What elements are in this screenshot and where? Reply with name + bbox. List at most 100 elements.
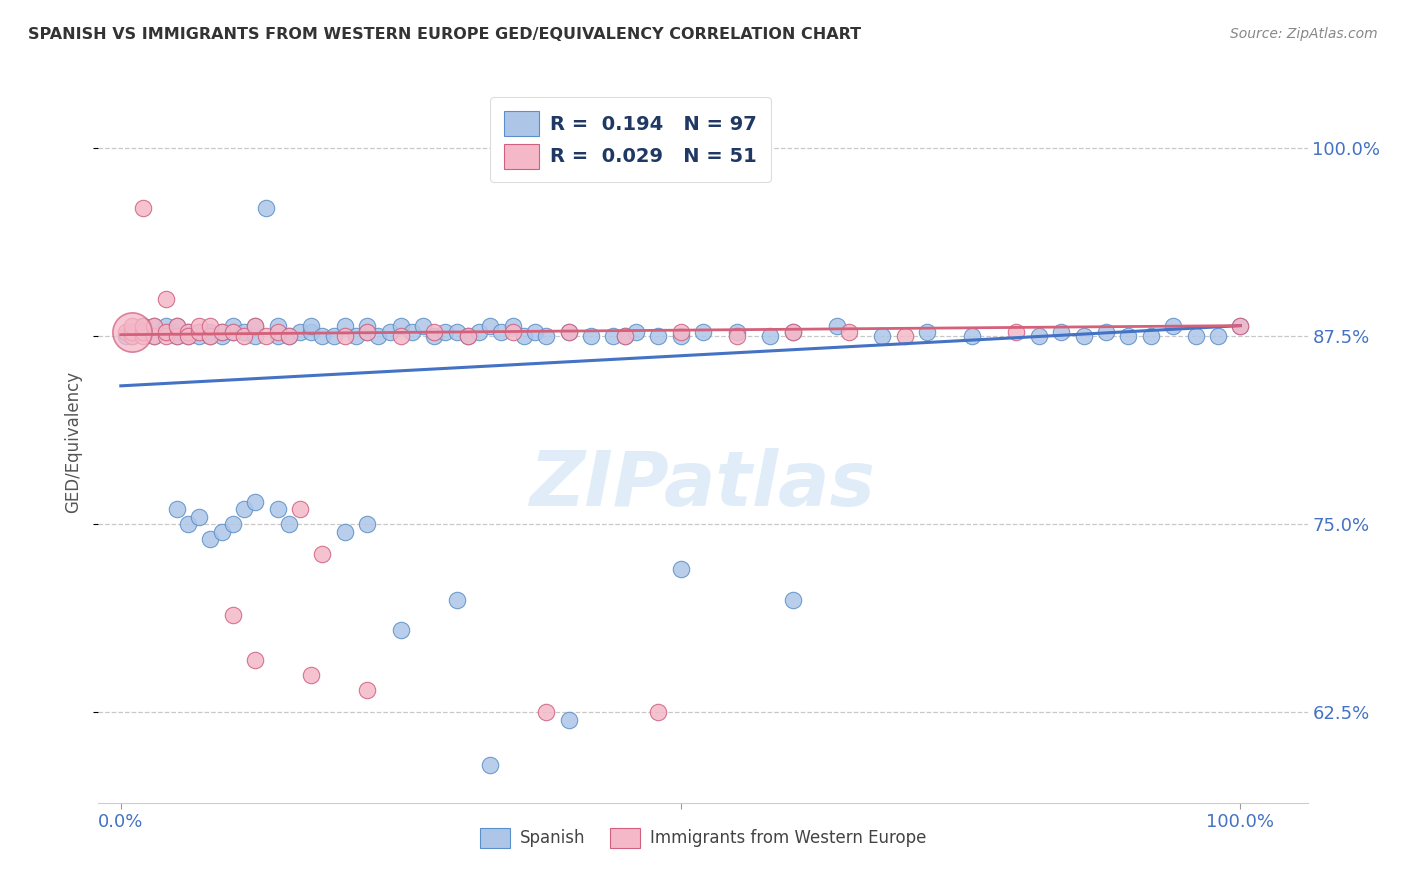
Point	[155, 329, 177, 343]
Point	[211, 329, 233, 343]
Point	[177, 329, 200, 343]
Point	[166, 329, 188, 343]
Point	[782, 592, 804, 607]
Point	[288, 325, 311, 339]
Point	[1184, 329, 1206, 343]
Point	[243, 318, 266, 333]
Point	[725, 325, 748, 339]
Point	[624, 325, 647, 339]
Point	[1229, 318, 1251, 333]
Point	[143, 318, 166, 333]
Point	[457, 329, 479, 343]
Point	[132, 318, 155, 333]
Point	[143, 329, 166, 343]
Point	[1095, 325, 1118, 339]
Point	[299, 325, 322, 339]
Point	[155, 325, 177, 339]
Point	[1140, 329, 1163, 343]
Point	[389, 623, 412, 637]
Point	[132, 329, 155, 343]
Point	[299, 318, 322, 333]
Point	[457, 329, 479, 343]
Point	[960, 329, 983, 343]
Point	[356, 325, 378, 339]
Y-axis label: GED/Equivalency: GED/Equivalency	[65, 370, 83, 513]
Point	[870, 329, 893, 343]
Point	[143, 318, 166, 333]
Point	[143, 329, 166, 343]
Point	[782, 325, 804, 339]
Point	[177, 329, 200, 343]
Point	[322, 329, 344, 343]
Legend: Spanish, Immigrants from Western Europe: Spanish, Immigrants from Western Europe	[471, 820, 935, 856]
Text: ZIPatlas: ZIPatlas	[530, 448, 876, 522]
Point	[222, 318, 245, 333]
Point	[669, 562, 692, 576]
Point	[132, 325, 155, 339]
Point	[1073, 329, 1095, 343]
Point	[502, 325, 524, 339]
Point	[166, 325, 188, 339]
Point	[647, 329, 669, 343]
Point	[647, 706, 669, 720]
Point	[222, 607, 245, 622]
Text: SPANISH VS IMMIGRANTS FROM WESTERN EUROPE GED/EQUIVALENCY CORRELATION CHART: SPANISH VS IMMIGRANTS FROM WESTERN EUROP…	[28, 27, 862, 42]
Point	[669, 325, 692, 339]
Point	[893, 329, 915, 343]
Point	[115, 329, 138, 343]
Point	[915, 325, 938, 339]
Point	[446, 592, 468, 607]
Point	[311, 329, 333, 343]
Point	[177, 325, 200, 339]
Point	[613, 329, 636, 343]
Point	[491, 325, 513, 339]
Point	[513, 329, 536, 343]
Point	[266, 318, 288, 333]
Point	[177, 517, 200, 532]
Point	[166, 318, 188, 333]
Point	[132, 318, 155, 333]
Point	[121, 325, 143, 339]
Point	[378, 325, 401, 339]
Point	[1005, 325, 1028, 339]
Point	[188, 318, 211, 333]
Point	[356, 682, 378, 697]
Point	[759, 329, 782, 343]
Point	[155, 318, 177, 333]
Point	[166, 329, 188, 343]
Point	[188, 325, 211, 339]
Point	[536, 329, 558, 343]
Point	[333, 524, 356, 539]
Point	[311, 548, 333, 562]
Point	[211, 325, 233, 339]
Point	[188, 325, 211, 339]
Point	[389, 318, 412, 333]
Point	[277, 329, 299, 343]
Point	[557, 325, 579, 339]
Point	[200, 533, 222, 547]
Point	[243, 494, 266, 508]
Point	[468, 325, 491, 339]
Point	[200, 318, 222, 333]
Point	[243, 653, 266, 667]
Point	[479, 318, 502, 333]
Point	[266, 329, 288, 343]
Point	[188, 509, 211, 524]
Point	[155, 292, 177, 306]
Point	[211, 524, 233, 539]
Point	[1206, 329, 1229, 343]
Point	[692, 325, 714, 339]
Point	[725, 329, 748, 343]
Point	[1050, 325, 1073, 339]
Point	[1161, 318, 1184, 333]
Point	[782, 325, 804, 339]
Point	[299, 668, 322, 682]
Point	[356, 325, 378, 339]
Point	[333, 329, 356, 343]
Point	[222, 325, 245, 339]
Point	[412, 318, 434, 333]
Point	[155, 325, 177, 339]
Point	[356, 318, 378, 333]
Point	[838, 325, 860, 339]
Point	[401, 325, 423, 339]
